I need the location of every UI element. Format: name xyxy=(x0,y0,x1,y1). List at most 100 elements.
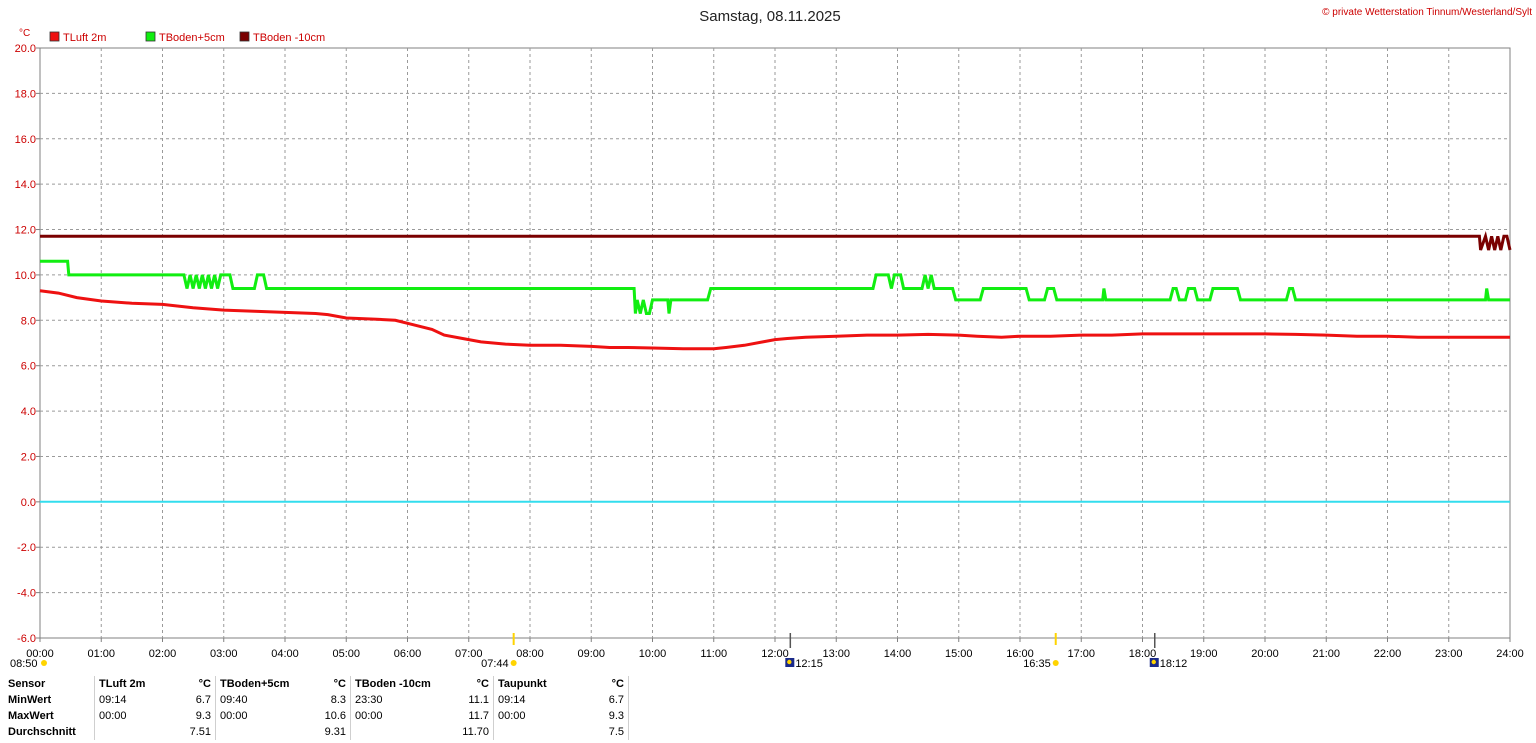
x-tick-label: 24:00 xyxy=(1496,648,1524,660)
x-tick-label: 12:00 xyxy=(761,648,789,660)
sun-icon xyxy=(510,660,517,666)
moon-icon-dot xyxy=(1151,659,1156,665)
stats-cell: 8.3 xyxy=(308,692,351,708)
stats-cell xyxy=(95,724,174,740)
stats-cell: °C xyxy=(449,676,494,692)
plot-area xyxy=(39,230,1512,503)
stats-cell: MaxWert xyxy=(4,708,95,724)
x-tick-label: 07:00 xyxy=(455,648,483,660)
y-unit-label: °C xyxy=(19,28,30,39)
x-tick-label: 23:00 xyxy=(1435,648,1463,660)
stats-cell: 7.51 xyxy=(173,724,216,740)
x-tick-label: 08:00 xyxy=(516,648,544,660)
legend-label-tboden-10cm: TBoden -10cm xyxy=(253,32,325,44)
astro-markers: 08:50 07:44 12:15 16:35 18:12 xyxy=(10,633,1187,670)
stats-cell: Taupunkt xyxy=(498,678,547,690)
sun-event-time-label: 16:35 xyxy=(1023,658,1051,670)
x-tick-label: 18:00 xyxy=(1129,648,1157,660)
table-row: MinWert 09:14 6.7 09:40 8.3 23:30 11.1 09:14 6.7 xyxy=(4,692,629,708)
stats-cell: MinWert xyxy=(4,692,95,708)
stats-cell xyxy=(494,724,577,740)
chart-title: Samstag, 08.11.2025 xyxy=(699,8,841,25)
stats-cell: 9.3 xyxy=(576,708,629,724)
stats-cell: TBoden+5cm xyxy=(220,678,290,690)
x-tick-label: 21:00 xyxy=(1312,648,1340,660)
stats-cell: TBoden -10cm xyxy=(355,678,431,690)
stats-cell: 00:00 xyxy=(220,710,248,722)
statistics-table: Sensor TLuft 2m °C TBoden+5cm °C TBoden -10cm… xyxy=(4,676,629,740)
legend-swatch-tluft-2m xyxy=(49,31,60,42)
y-tick-label: 6.0 xyxy=(21,361,36,373)
stats-cell xyxy=(216,724,309,740)
x-tick-label: 03:00 xyxy=(210,648,238,660)
stats-cell: 7.5 xyxy=(576,724,629,740)
y-tick-label: 18.0 xyxy=(15,88,36,100)
x-tick-label: 14:00 xyxy=(884,648,912,660)
stats-cell: Sensor xyxy=(4,676,95,692)
legend-swatch-tboden-5cm xyxy=(145,31,156,42)
station-credit: © private Wetterstation Tinnum/Westerlan… xyxy=(1322,7,1532,18)
y-tick-label: -6.0 xyxy=(17,633,36,645)
stats-cell: 23:30 xyxy=(355,694,383,706)
y-tick-label: 0.0 xyxy=(21,497,36,509)
series-line-tboden-5cm xyxy=(40,259,1510,315)
stats-cell: 11.7 xyxy=(449,708,494,724)
stats-cell: 09:14 xyxy=(99,694,127,706)
stats-cell: 00:00 xyxy=(498,710,526,722)
x-tick-label: 13:00 xyxy=(822,648,850,660)
x-tick-label: 19:00 xyxy=(1190,648,1218,660)
x-tick-label: 09:00 xyxy=(577,648,605,660)
stats-cell: 09:40 xyxy=(220,694,248,706)
stats-cell: Durchschnitt xyxy=(4,724,95,740)
stats-cell: 9.31 xyxy=(308,724,351,740)
stats-cell: °C xyxy=(308,676,351,692)
moon-icon-dot xyxy=(787,659,792,665)
x-tick-label: 10:00 xyxy=(639,648,667,660)
moon-event-time-label: 18:12 xyxy=(1160,658,1188,670)
x-tick-label: 04:00 xyxy=(271,648,299,660)
table-row: Durchschnitt 7.51 9.31 11.70 7.5 xyxy=(4,724,629,740)
stats-cell: 9.3 xyxy=(173,708,216,724)
y-tick-label: 20.0 xyxy=(15,43,36,55)
legend-label-tluft-2m: TLuft 2m xyxy=(63,32,106,44)
sun-icon xyxy=(1052,660,1059,666)
x-tick-label: 05:00 xyxy=(332,648,360,660)
table-row: MaxWert 00:00 9.3 00:00 10.6 00:00 11.7 00:00 9.… xyxy=(4,708,629,724)
stats-cell: TLuft 2m xyxy=(99,678,146,690)
sun-event-time-label: 07:44 xyxy=(481,658,509,670)
y-axis: 20.0 18.0 16.0 14.0 12.0 10.0 8.0 6.0 4.0 2.0 0.0 -… xyxy=(15,43,40,645)
x-tick-label: 16:00 xyxy=(1006,648,1034,660)
y-tick-label: 8.0 xyxy=(21,315,36,327)
stats-cell: 00:00 xyxy=(355,710,383,722)
x-tick-label: 01:00 xyxy=(87,648,115,660)
stats-cell xyxy=(351,724,450,740)
stats-cell: 11.1 xyxy=(449,692,494,708)
stats-cell: °C xyxy=(173,676,216,692)
grid xyxy=(39,47,1511,639)
y-tick-label: -4.0 xyxy=(17,588,36,600)
x-tick-label: 00:00 xyxy=(26,648,54,660)
stats-cell: 6.7 xyxy=(576,692,629,708)
sun-icon xyxy=(41,660,47,666)
y-tick-label: 16.0 xyxy=(15,134,36,146)
stats-cell: 11.70 xyxy=(449,724,494,740)
temperature-chart: Samstag, 08.11.2025 © private Wetterstat… xyxy=(10,7,1532,670)
x-tick-label: 11:00 xyxy=(700,648,727,660)
x-tick-label: 17:00 xyxy=(1067,648,1095,660)
y-tick-label: 12.0 xyxy=(15,225,36,237)
x-tick-label: 02:00 xyxy=(149,648,177,660)
x-tick-label: 06:00 xyxy=(394,648,422,660)
y-tick-label: 4.0 xyxy=(21,406,36,418)
stats-header-row: Sensor TLuft 2m °C TBoden+5cm °C TBoden -10cm… xyxy=(4,676,629,692)
legend: TLuft 2m TBoden+5cm TBoden -10cm xyxy=(49,31,325,44)
series-line-tluft-2m xyxy=(39,289,1510,351)
x-tick-label: 22:00 xyxy=(1374,648,1402,660)
stats-cell: 6.7 xyxy=(173,692,216,708)
stats-cell: °C xyxy=(576,676,629,692)
y-tick-label: 10.0 xyxy=(15,270,36,282)
sunrise-time-label: 08:50 xyxy=(10,658,38,670)
y-tick-label: -2.0 xyxy=(17,542,36,554)
stats-cell: 10.6 xyxy=(308,708,351,724)
legend-label-tboden-5cm: TBoden+5cm xyxy=(159,32,225,44)
x-axis: 00:00 01:00 02:00 03:00 04:00 05:00 06:00 07:00… xyxy=(26,638,1524,660)
